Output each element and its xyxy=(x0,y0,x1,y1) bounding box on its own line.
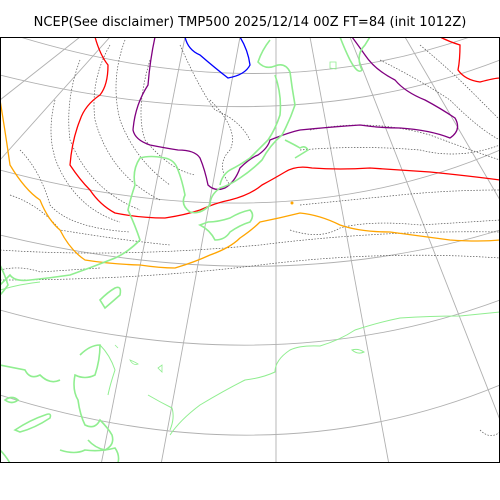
coastline-segment xyxy=(219,74,282,186)
coastlines xyxy=(0,37,500,463)
isotherm-line xyxy=(0,254,500,281)
parallel-line xyxy=(0,460,500,500)
isotherm-line xyxy=(19,149,131,233)
isotherms-dotted xyxy=(0,39,500,436)
isotherm-red xyxy=(69,37,500,219)
coastline-segment xyxy=(0,449,11,463)
meridian-line xyxy=(349,37,500,421)
coastline-segment xyxy=(0,39,296,286)
coastline-segment xyxy=(198,209,254,241)
isotherm-orange xyxy=(0,99,500,269)
isotherm-purple xyxy=(132,37,459,191)
isotherm-line xyxy=(299,189,500,206)
isotherm-line xyxy=(379,59,500,141)
coastline-segment xyxy=(284,139,310,159)
coastline-segment xyxy=(98,286,122,310)
isotherm-line xyxy=(419,44,500,121)
isotherm-line xyxy=(140,59,196,176)
isotherm-line xyxy=(0,231,500,254)
coastline-segment xyxy=(157,364,163,373)
graticule-meridians xyxy=(0,37,500,463)
meridian-line xyxy=(0,37,81,101)
isotherm-red-north xyxy=(439,37,500,83)
coastline-segment xyxy=(147,394,174,431)
coastline-segment xyxy=(0,264,9,296)
coastline-segment xyxy=(0,364,61,383)
parallel-line xyxy=(0,299,500,346)
isotherm-line xyxy=(299,144,500,155)
map-title: NCEP(See disclaimer) TMP500 2025/12/14 0… xyxy=(33,15,467,30)
coastline-segment xyxy=(59,447,120,463)
coastline-segment xyxy=(350,348,365,354)
parallel-line xyxy=(0,384,500,436)
meridian-line xyxy=(309,37,390,463)
coastline-segment xyxy=(339,37,371,73)
coastline-segment xyxy=(99,344,116,396)
coastline-segment xyxy=(129,359,139,365)
coastline-segment xyxy=(73,344,114,451)
orange-marker xyxy=(290,201,294,205)
coastline-segment xyxy=(13,413,52,433)
isotherm-line xyxy=(209,99,233,186)
parallel-line xyxy=(0,59,500,108)
meridian-line xyxy=(404,37,500,201)
isotherm-line xyxy=(479,429,500,436)
graticule-parallels xyxy=(0,37,500,500)
coastline-segment xyxy=(114,344,119,349)
isotherm-line xyxy=(289,219,500,235)
isotherm-line xyxy=(50,99,121,223)
parallel-line xyxy=(0,229,500,267)
isotherm-blue xyxy=(184,37,251,79)
coastline-segment xyxy=(329,61,337,70)
meridian-line xyxy=(0,37,111,161)
coastline-segment xyxy=(3,396,20,404)
isotherm-line xyxy=(179,44,251,141)
isotherm-line xyxy=(9,194,171,246)
coastline-segment xyxy=(169,311,500,436)
meridian-line xyxy=(100,37,186,463)
meridian-line xyxy=(160,37,241,463)
isotherm-line xyxy=(115,39,171,186)
map-frame xyxy=(0,37,500,463)
isotherm-line xyxy=(309,124,500,161)
isotherm-line xyxy=(68,59,141,211)
parallel-line xyxy=(19,37,471,74)
coastline-segment xyxy=(0,281,41,291)
